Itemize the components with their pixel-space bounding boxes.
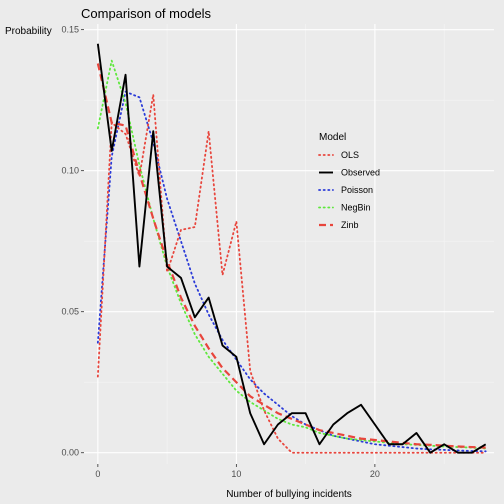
legend-label-zinb: Zinb bbox=[341, 220, 359, 230]
x-tick-label: 10 bbox=[231, 469, 241, 479]
series-line-poisson bbox=[96, 90, 487, 453]
chart-title: Comparison of models bbox=[81, 6, 212, 21]
y-tick-label: 0.00 bbox=[61, 448, 79, 458]
legend-label-observed: Observed bbox=[341, 168, 380, 178]
y-tick-label: 0.05 bbox=[61, 307, 79, 317]
y-axis-label: Probability bbox=[5, 26, 52, 37]
x-axis-label: Number of bullying incidents bbox=[226, 489, 352, 500]
series-line-zinb bbox=[96, 63, 486, 449]
legend-label-negbin: NegBin bbox=[341, 203, 371, 213]
series-line-ols bbox=[96, 93, 487, 454]
legend: Model OLS Observed Poisson NegBin Zinb bbox=[318, 132, 380, 230]
x-tick-label: 20 bbox=[370, 469, 380, 479]
plot-panel bbox=[84, 24, 494, 464]
legend-title: Model bbox=[319, 132, 346, 143]
y-tick-label: 0.15 bbox=[61, 25, 79, 35]
legend-label-poisson: Poisson bbox=[341, 185, 373, 195]
legend-label-ols: OLS bbox=[341, 150, 359, 160]
series-line-negbin bbox=[96, 59, 487, 450]
panel-background bbox=[84, 24, 494, 464]
x-tick-label: 0 bbox=[95, 469, 100, 479]
series-line-observed bbox=[96, 43, 487, 454]
y-tick-label: 0.10 bbox=[61, 166, 79, 176]
